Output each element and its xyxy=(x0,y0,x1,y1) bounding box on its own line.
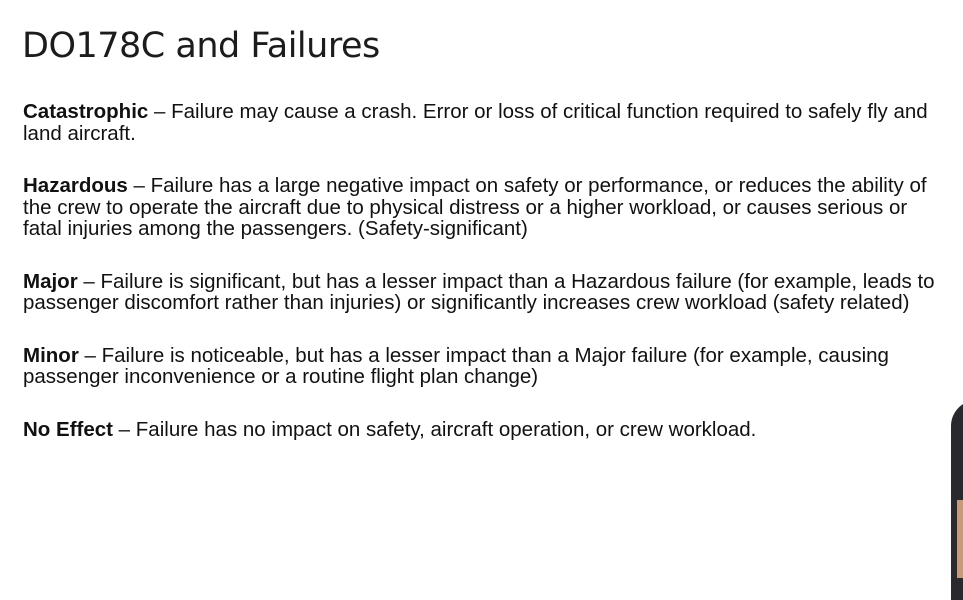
definition-separator: – xyxy=(112,417,136,441)
definition-separator: – xyxy=(78,343,102,367)
failure-definitions-list: Catastrophic – Failure may cause a crash… xyxy=(23,101,941,471)
definition-hazardous: Hazardous – Failure has a large negative… xyxy=(23,175,941,240)
definition-minor: Minor – Failure is noticeable, but has a… xyxy=(23,343,941,388)
definition-term: Hazardous xyxy=(23,174,128,197)
definition-separator: – xyxy=(77,269,101,293)
definition-catastrophic: Catastrophic – Failure may cause a crash… xyxy=(23,101,941,144)
definition-description: Failure has a large negative impact on s… xyxy=(23,174,927,240)
definition-description: Failure is noticeable, but has a lesser … xyxy=(23,343,889,388)
definition-description: Failure has no impact on safety, aircraf… xyxy=(135,417,757,441)
slide: DO178C and Failures Catastrophic – Failu… xyxy=(22,26,963,600)
definition-separator: – xyxy=(127,174,151,197)
presenter-hand xyxy=(957,500,963,578)
definition-term: Major xyxy=(23,269,78,293)
definition-term: Minor xyxy=(23,343,79,367)
definition-term: Catastrophic xyxy=(23,100,149,123)
definition-no-effect: No Effect – Failure has no impact on saf… xyxy=(23,417,941,441)
definition-description: Failure is significant, but has a lesser… xyxy=(23,269,935,314)
definition-description: Failure may cause a crash. Error or loss… xyxy=(23,100,928,145)
definition-separator: – xyxy=(148,100,172,123)
definition-term: No Effect xyxy=(23,417,113,441)
definition-major: Major – Failure is significant, but has … xyxy=(23,269,941,314)
slide-title: DO178C and Failures xyxy=(22,26,380,66)
